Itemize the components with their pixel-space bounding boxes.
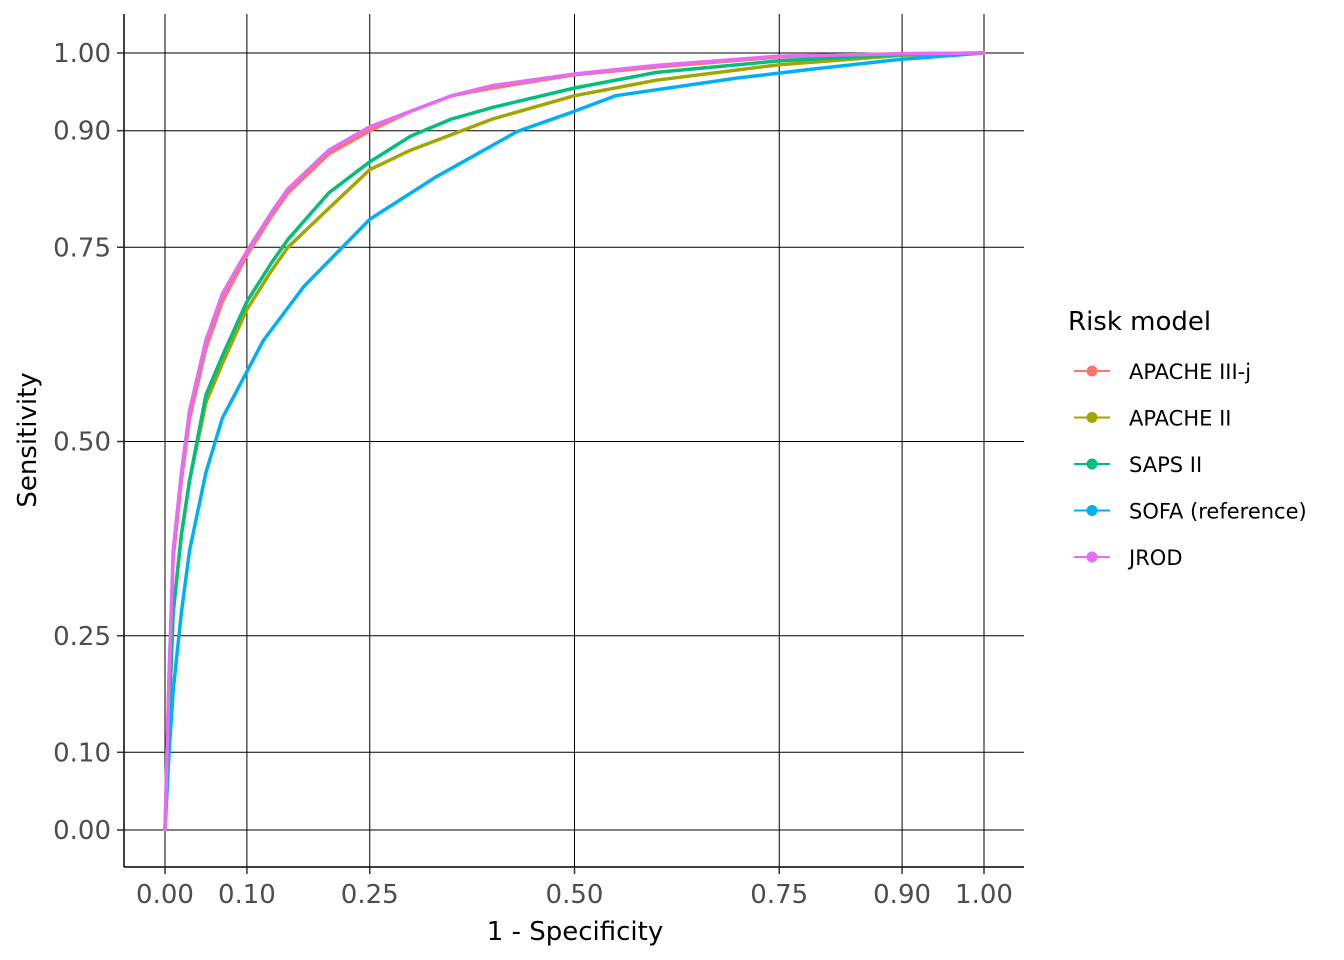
x-tick-label: 0.90 xyxy=(873,880,931,910)
series-lines xyxy=(163,51,986,832)
legend-label: JROD xyxy=(1127,546,1182,570)
legend-key-dot xyxy=(1086,505,1098,516)
y-tick-label: 0.25 xyxy=(53,622,111,652)
legend-item: SAPS II xyxy=(1074,453,1202,477)
legend-item: JROD xyxy=(1074,546,1182,570)
series-line-jrod xyxy=(163,51,986,832)
legend-item: SOFA (reference) xyxy=(1074,500,1307,524)
x-tick-label: 0.10 xyxy=(218,880,276,910)
legend-title: Risk model xyxy=(1068,307,1211,337)
legend-label: APACHE II xyxy=(1129,407,1231,431)
x-axis-title: 1 - Specificity xyxy=(487,917,663,947)
x-tick-label: 0.75 xyxy=(750,880,808,910)
series-line-saps-ii xyxy=(163,51,986,832)
y-axis-title: Sensitivity xyxy=(13,372,43,507)
legend: Risk model APACHE III-j APACHE II SAPS II S… xyxy=(1068,307,1307,570)
grid-lines xyxy=(124,14,1024,867)
series-line-sofa-reference xyxy=(163,51,986,832)
y-tick-label: 0.00 xyxy=(53,816,111,846)
x-tick-label: 0.50 xyxy=(546,880,604,910)
legend-key-dot xyxy=(1086,412,1098,423)
x-tick-label: 0.25 xyxy=(341,880,399,910)
legend-item: APACHE III-j xyxy=(1074,360,1251,384)
legend-label: SOFA (reference) xyxy=(1129,500,1307,524)
y-tick-label: 1.00 xyxy=(53,39,111,69)
y-tick-label: 0.75 xyxy=(53,233,111,263)
y-axis-ticks: 0.00 0.10 0.25 0.50 0.75 0.90 1.00 xyxy=(53,39,124,846)
y-tick-label: 0.90 xyxy=(53,117,111,147)
legend-item: APACHE II xyxy=(1074,407,1231,431)
x-tick-label: 0.00 xyxy=(136,880,194,910)
x-axis-ticks: 0.00 0.10 0.25 0.50 0.75 0.90 1.00 xyxy=(136,867,1013,910)
x-tick-label: 1.00 xyxy=(955,880,1013,910)
legend-label: SAPS II xyxy=(1129,453,1202,477)
legend-key-dot xyxy=(1086,365,1098,377)
legend-key-dot xyxy=(1086,551,1098,563)
y-tick-label: 0.10 xyxy=(53,738,111,768)
y-tick-label: 0.50 xyxy=(53,428,111,458)
legend-key-dot xyxy=(1086,458,1098,470)
legend-label: APACHE III-j xyxy=(1129,360,1251,384)
